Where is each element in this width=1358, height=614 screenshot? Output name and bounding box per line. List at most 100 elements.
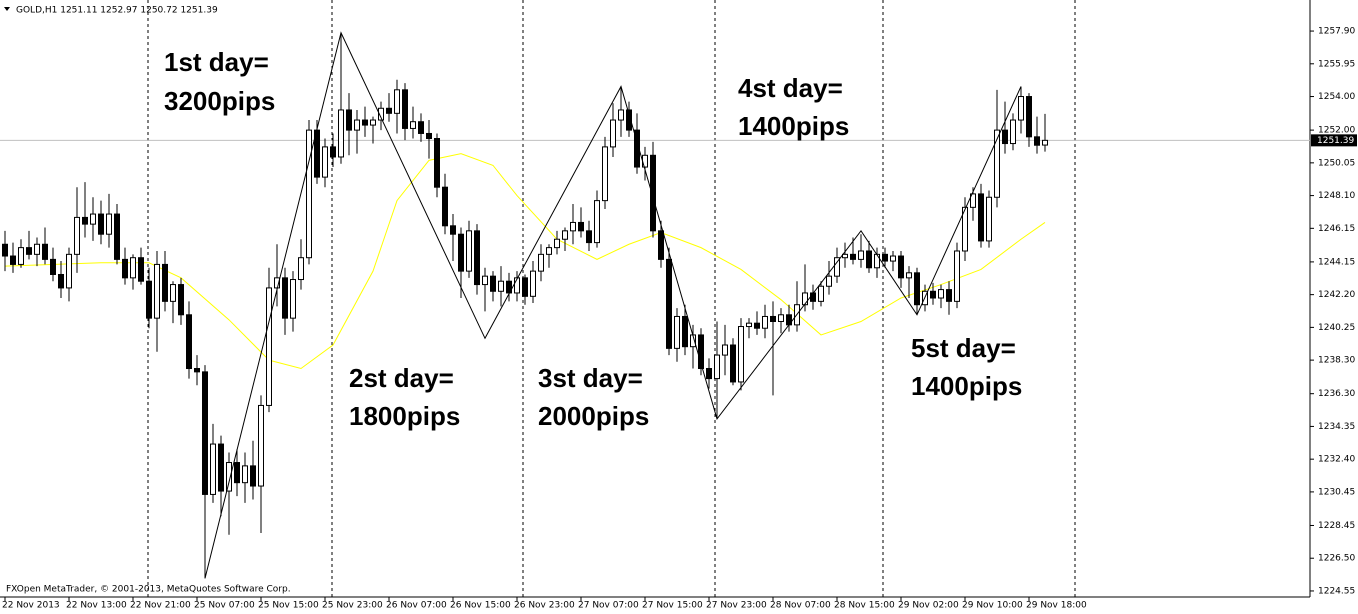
- candle-body: [442, 186, 448, 227]
- candle-body: [122, 258, 128, 279]
- candle-body: [490, 275, 496, 292]
- candle-body: [98, 213, 104, 235]
- candle-body: [1002, 129, 1008, 145]
- candle-body: [938, 289, 944, 299]
- candle-body: [602, 146, 608, 202]
- candle-body: [714, 354, 720, 380]
- current-price-box: [1311, 134, 1357, 147]
- y-tick-label: 1230.45: [1318, 487, 1355, 497]
- x-tick-label: 25 Nov 15:00: [258, 601, 319, 611]
- candle-body: [890, 255, 896, 262]
- candle-body: [218, 443, 224, 492]
- candle-body: [130, 257, 136, 279]
- chart-title: GOLD,H1 1251.11 1252.97 1250.72 1251.39: [16, 6, 218, 16]
- moving-average: [4, 153, 1046, 370]
- candle-body: [58, 273, 64, 289]
- candle-body: [570, 221, 576, 232]
- candle-body: [522, 277, 528, 297]
- candle-body: [850, 253, 856, 260]
- candle-body: [434, 138, 440, 188]
- annotation: 2000pips: [538, 401, 649, 431]
- candle-body: [66, 253, 72, 289]
- x-tick-label: 22 Nov 13:00: [66, 601, 127, 611]
- candle-body: [42, 243, 48, 260]
- candle-body: [842, 253, 848, 259]
- candle-body: [866, 250, 872, 269]
- annotation: 1400pips: [911, 371, 1022, 401]
- x-tick-label: 28 Nov 07:00: [770, 601, 831, 611]
- candle-body: [730, 344, 736, 383]
- candle-body: [546, 247, 552, 255]
- candle-body: [82, 216, 88, 225]
- candle-body: [754, 322, 760, 329]
- annotation: 2st day=: [349, 363, 454, 393]
- candle-body: [146, 280, 152, 319]
- annotation: 3st day=: [538, 363, 643, 393]
- x-tick-label: 27 Nov 15:00: [642, 601, 703, 611]
- annotation: 1st day=: [164, 47, 269, 77]
- candle-body: [482, 275, 488, 286]
- candle-body: [1026, 96, 1032, 138]
- candle-body: [394, 89, 400, 114]
- candle-body: [234, 462, 240, 484]
- candle-body: [882, 253, 888, 262]
- candle-body: [682, 315, 688, 348]
- candle-body: [210, 443, 216, 495]
- x-tick-label: 29 Nov 18:00: [1026, 601, 1087, 611]
- candle-body: [34, 243, 40, 255]
- x-tick-label: 25 Nov 07:00: [194, 601, 255, 611]
- candle-body: [874, 253, 880, 269]
- candle-body: [930, 290, 936, 299]
- annotations: 1st day= 3200pips 2st day= 1800pips 3st …: [164, 47, 1022, 431]
- x-tick-label: 26 Nov 15:00: [450, 601, 511, 611]
- candle-body: [970, 193, 976, 208]
- y-tick-label: 1248.10: [1318, 191, 1355, 201]
- candle-body: [426, 132, 432, 140]
- candle-body: [186, 314, 192, 370]
- candle-body: [450, 225, 456, 235]
- candle-body: [290, 279, 296, 319]
- candle-body: [978, 193, 984, 242]
- candle-body: [338, 109, 344, 158]
- candle-body: [986, 196, 992, 242]
- annotation: 4st day=: [738, 73, 843, 103]
- candle-body: [322, 146, 328, 178]
- candle-body: [634, 129, 640, 168]
- y-tick-label: 1236.30: [1318, 389, 1355, 399]
- candle-body: [802, 292, 808, 306]
- candle-body: [562, 230, 568, 240]
- annotation: 3200pips: [164, 86, 275, 116]
- candle-body: [578, 221, 584, 232]
- annotation: 1800pips: [349, 401, 460, 431]
- candle-body: [402, 89, 408, 129]
- candle-body: [418, 121, 424, 134]
- candle-body: [586, 230, 592, 244]
- candle-body: [538, 253, 544, 272]
- y-tick-label: 1244.15: [1318, 257, 1355, 267]
- candle-body: [658, 230, 664, 260]
- candle-body: [162, 263, 168, 302]
- candle-body: [154, 263, 160, 319]
- candle-body: [666, 258, 672, 349]
- candle-body: [330, 146, 336, 158]
- candle-body: [378, 107, 384, 121]
- candle-body: [50, 258, 56, 275]
- candle-body: [386, 107, 392, 114]
- y-tick-label: 1232.40: [1318, 455, 1355, 465]
- annotation: 1400pips: [738, 111, 849, 141]
- candle-body: [354, 119, 360, 131]
- candle-body: [946, 289, 952, 302]
- candle-body: [762, 315, 768, 329]
- candle-body: [18, 247, 24, 265]
- y-tick-label: 1234.35: [1318, 422, 1355, 432]
- candle-body: [250, 465, 256, 487]
- candle-body: [410, 121, 416, 129]
- x-tick-label: 29 Nov 10:00: [962, 601, 1023, 611]
- candle-body: [2, 243, 8, 257]
- y-tick-label: 1242.20: [1318, 290, 1355, 300]
- candle-body: [90, 213, 96, 225]
- candle-body: [770, 315, 776, 323]
- candle-body: [554, 238, 560, 249]
